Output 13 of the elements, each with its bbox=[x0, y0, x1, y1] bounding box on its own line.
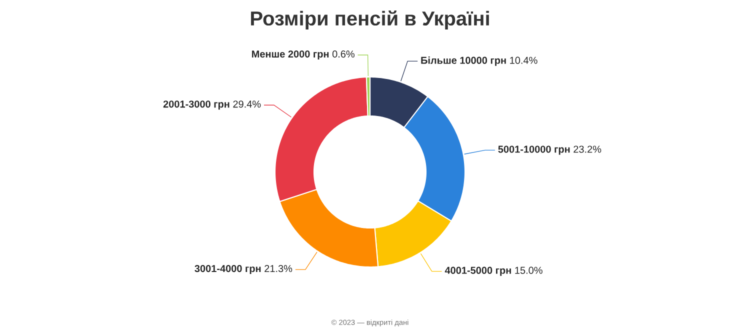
data-label: 10.4% bbox=[510, 56, 538, 64]
data-label: 15.0% bbox=[515, 266, 542, 274]
data-label: 23.2% bbox=[574, 146, 602, 153]
slice-label: 2001-3000 грн bbox=[163, 100, 230, 110]
slice-label: 4001-5000 грн bbox=[444, 266, 511, 276]
chart-title: Розміри пенсій в Україні bbox=[251, 10, 489, 30]
slice-label: Менше 2000 грн bbox=[252, 50, 329, 60]
data-label: 21.3% bbox=[264, 265, 292, 272]
slice-label: 5001-10000 грн bbox=[498, 146, 570, 155]
data-label: 29.4% bbox=[233, 100, 261, 108]
slice-label: Більше 10000 грн bbox=[421, 56, 506, 66]
slice-label: 3001-4000 грн bbox=[194, 265, 261, 274]
data-label: 0.6% bbox=[332, 50, 354, 58]
